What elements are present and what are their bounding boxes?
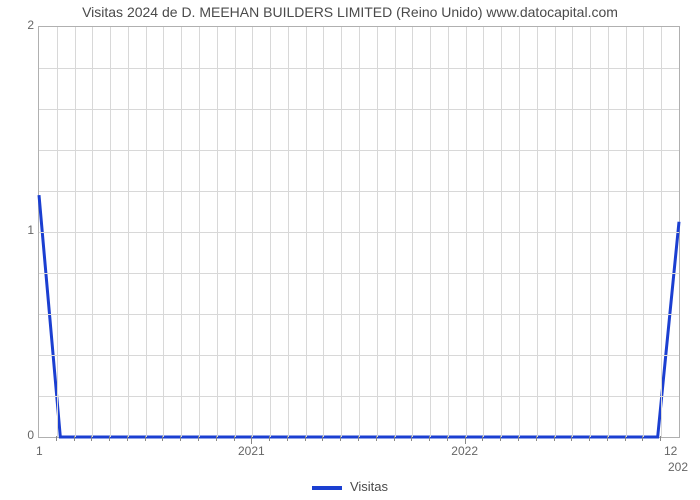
x-minor-tick xyxy=(625,436,626,441)
v-gridline xyxy=(430,27,431,437)
x-minor-tick xyxy=(500,436,501,441)
v-gridline xyxy=(661,27,662,437)
v-gridline xyxy=(199,27,200,437)
x-minor-tick xyxy=(322,436,323,441)
x-minor-tick xyxy=(376,436,377,441)
x-minor-tick xyxy=(109,436,110,441)
x-minor-tick xyxy=(554,436,555,441)
x-minor-tick xyxy=(305,436,306,441)
v-gridline xyxy=(448,27,449,437)
x-minor-tick xyxy=(571,436,572,441)
v-gridline xyxy=(57,27,58,437)
x-minor-tick xyxy=(358,436,359,441)
v-gridline xyxy=(537,27,538,437)
v-gridline xyxy=(146,27,147,437)
x-major-tick xyxy=(465,436,466,444)
v-gridline xyxy=(590,27,591,437)
x-tick-label: 2021 xyxy=(231,444,271,458)
v-gridline xyxy=(341,27,342,437)
x-minor-tick xyxy=(411,436,412,441)
x-tick-label: 2022 xyxy=(445,444,485,458)
legend-label: Visitas xyxy=(350,479,388,494)
v-gridline xyxy=(643,27,644,437)
v-gridline xyxy=(377,27,378,437)
x-minor-tick xyxy=(447,436,448,441)
v-gridline xyxy=(395,27,396,437)
x-minor-tick xyxy=(162,436,163,441)
x-minor-tick xyxy=(518,436,519,441)
v-gridline xyxy=(626,27,627,437)
v-gridline xyxy=(483,27,484,437)
y-tick-label: 0 xyxy=(6,428,34,442)
x-minor-tick xyxy=(56,436,57,441)
v-gridline xyxy=(466,27,467,437)
v-gridline xyxy=(608,27,609,437)
v-gridline xyxy=(128,27,129,437)
v-gridline xyxy=(412,27,413,437)
v-gridline xyxy=(252,27,253,437)
chart-title: Visitas 2024 de D. MEEHAN BUILDERS LIMIT… xyxy=(0,4,700,20)
v-gridline xyxy=(572,27,573,437)
x-minor-tick xyxy=(216,436,217,441)
x-minor-tick xyxy=(269,436,270,441)
v-gridline xyxy=(181,27,182,437)
x-right-corner-label: 12 xyxy=(664,444,677,458)
v-gridline xyxy=(306,27,307,437)
v-gridline xyxy=(110,27,111,437)
x-left-corner-label: 1 xyxy=(36,444,43,458)
x-minor-tick xyxy=(180,436,181,441)
x-major-tick xyxy=(251,436,252,444)
x-minor-tick xyxy=(198,436,199,441)
x-right-truncated-label: 202 xyxy=(668,460,688,474)
v-gridline xyxy=(501,27,502,437)
v-gridline xyxy=(359,27,360,437)
x-minor-tick xyxy=(287,436,288,441)
x-minor-tick xyxy=(536,436,537,441)
v-gridline xyxy=(163,27,164,437)
x-minor-tick xyxy=(127,436,128,441)
v-gridline xyxy=(217,27,218,437)
legend: Visitas xyxy=(0,479,700,494)
x-minor-tick xyxy=(642,436,643,441)
v-gridline xyxy=(323,27,324,437)
x-minor-tick xyxy=(589,436,590,441)
x-minor-tick xyxy=(340,436,341,441)
v-gridline xyxy=(235,27,236,437)
v-gridline xyxy=(75,27,76,437)
x-minor-tick xyxy=(482,436,483,441)
x-minor-tick xyxy=(429,436,430,441)
x-minor-tick xyxy=(145,436,146,441)
y-tick-label: 1 xyxy=(6,223,34,237)
x-minor-tick xyxy=(660,436,661,441)
chart-container: Visitas 2024 de D. MEEHAN BUILDERS LIMIT… xyxy=(0,0,700,500)
v-gridline xyxy=(288,27,289,437)
v-gridline xyxy=(270,27,271,437)
x-minor-tick xyxy=(607,436,608,441)
v-gridline xyxy=(92,27,93,437)
plot-area xyxy=(38,26,680,438)
y-tick-label: 2 xyxy=(6,18,34,32)
x-minor-tick xyxy=(234,436,235,441)
x-minor-tick xyxy=(74,436,75,441)
x-minor-tick xyxy=(91,436,92,441)
v-gridline xyxy=(555,27,556,437)
v-gridline xyxy=(519,27,520,437)
legend-swatch xyxy=(312,486,342,490)
x-minor-tick xyxy=(394,436,395,441)
